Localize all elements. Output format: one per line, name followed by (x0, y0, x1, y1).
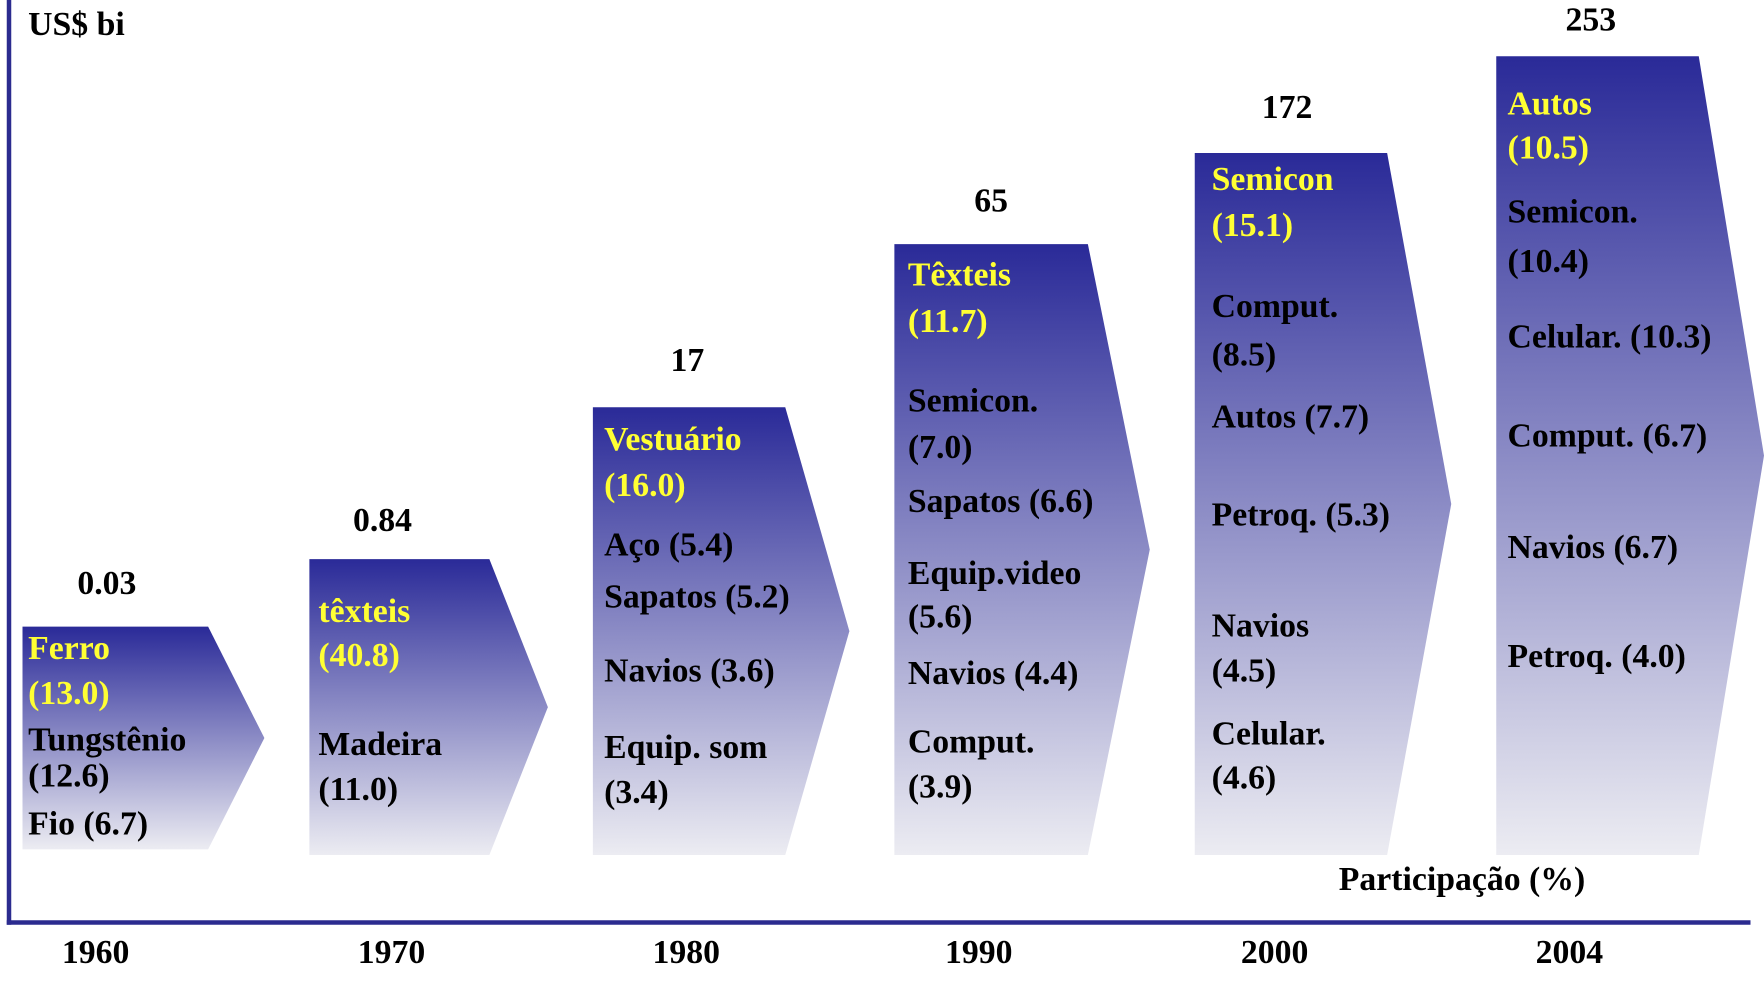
unit-label: US$ bi (28, 6, 125, 43)
item: (11.0) (318, 771, 398, 808)
leading-item: Semicon (1212, 161, 1334, 198)
item: Petroq. (4.0) (1508, 638, 1686, 675)
year-label: 2004 (1536, 934, 1604, 971)
leading-item: (40.8) (318, 637, 400, 674)
leading-item: (16.0) (604, 467, 686, 504)
leading-item: (13.0) (28, 675, 110, 712)
item: Celular. (10.3) (1508, 319, 1712, 356)
year-label: 1980 (653, 934, 721, 971)
item: Semicon. (908, 383, 1038, 420)
item: Sapatos (5.2) (604, 578, 790, 615)
item: Equip. som (604, 729, 767, 766)
arrow (894, 244, 1150, 855)
item: (8.5) (1212, 337, 1277, 374)
item: Navios (6.7) (1508, 529, 1679, 566)
leading-item: (11.7) (908, 303, 988, 340)
arrow (1496, 56, 1764, 855)
item: (3.4) (604, 774, 669, 811)
total-label: 0.84 (353, 502, 412, 539)
leading-item: Ferro (28, 630, 110, 667)
item: Petroq. (5.3) (1212, 496, 1390, 533)
item: Comput. (6.7) (1508, 418, 1708, 455)
arrow (309, 559, 548, 855)
item: Equip.video (908, 555, 1082, 592)
item: (5.6) (908, 599, 973, 636)
arrow (1194, 153, 1452, 855)
arrow (592, 407, 850, 855)
item: Navios (1212, 608, 1310, 645)
leading-item: (10.5) (1508, 130, 1590, 167)
item: Comput. (908, 724, 1035, 761)
year-label: 1990 (945, 934, 1013, 971)
item: Navios (3.6) (604, 653, 775, 690)
item: Aço (5.4) (604, 527, 733, 564)
item: (4.5) (1212, 653, 1277, 690)
item: (10.4) (1508, 243, 1590, 280)
leading-item: Autos (1508, 86, 1592, 123)
item: Comput. (1212, 288, 1339, 325)
total-label: 65 (974, 182, 1008, 219)
leading-item: Vestuário (604, 421, 742, 458)
year-label: 1970 (358, 934, 426, 971)
item: Fio (6.7) (28, 806, 148, 843)
leading-item: têxteis (318, 593, 410, 630)
item: (3.9) (908, 769, 973, 806)
item: Semicon. (1508, 194, 1638, 231)
item: Tungstênio (28, 721, 186, 758)
item: Celular. (1212, 716, 1326, 753)
item: Navios (4.4) (908, 655, 1079, 692)
total-label: 17 (671, 342, 705, 379)
total-label: 172 (1262, 89, 1313, 126)
year-label: 2000 (1241, 934, 1309, 971)
leading-item: (15.1) (1212, 207, 1294, 244)
item: (7.0) (908, 429, 973, 466)
item: Autos (7.7) (1212, 398, 1370, 435)
item: (12.6) (28, 757, 110, 794)
leading-item: Têxteis (908, 257, 1011, 294)
total-label: 253 (1565, 1, 1616, 38)
arrow (22, 626, 265, 850)
item: Sapatos (6.6) (908, 483, 1094, 520)
item: Madeira (318, 726, 442, 763)
item: (4.6) (1212, 760, 1277, 797)
total-label: 0.03 (77, 565, 136, 602)
year-label: 1960 (62, 934, 130, 971)
note-label: Participação (%) (1339, 861, 1585, 898)
